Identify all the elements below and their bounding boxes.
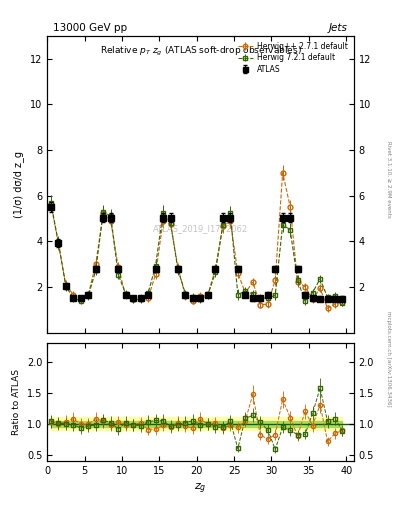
Text: ATLAS_2019_I1772062: ATLAS_2019_I1772062 [153, 224, 248, 233]
Text: mcplots.cern.ch [arXiv:1306.3436]: mcplots.cern.ch [arXiv:1306.3436] [386, 311, 391, 406]
Text: 13000 GeV pp: 13000 GeV pp [53, 23, 127, 33]
Text: Rivet 3.1.10, ≥ 2.9M events: Rivet 3.1.10, ≥ 2.9M events [386, 141, 391, 218]
Text: Jets: Jets [329, 23, 347, 33]
Legend: Herwig++ 2.7.1 default, Herwig 7.2.1 default, ATLAS: Herwig++ 2.7.1 default, Herwig 7.2.1 def… [235, 39, 350, 76]
Y-axis label: Ratio to ATLAS: Ratio to ATLAS [12, 369, 21, 435]
Text: Relative $p_T$ $z_g$ (ATLAS soft-drop observables): Relative $p_T$ $z_g$ (ATLAS soft-drop ob… [99, 45, 301, 58]
Y-axis label: (1/σ) dσ/d z_g: (1/σ) dσ/d z_g [13, 151, 24, 218]
X-axis label: $z_g$: $z_g$ [194, 481, 207, 496]
